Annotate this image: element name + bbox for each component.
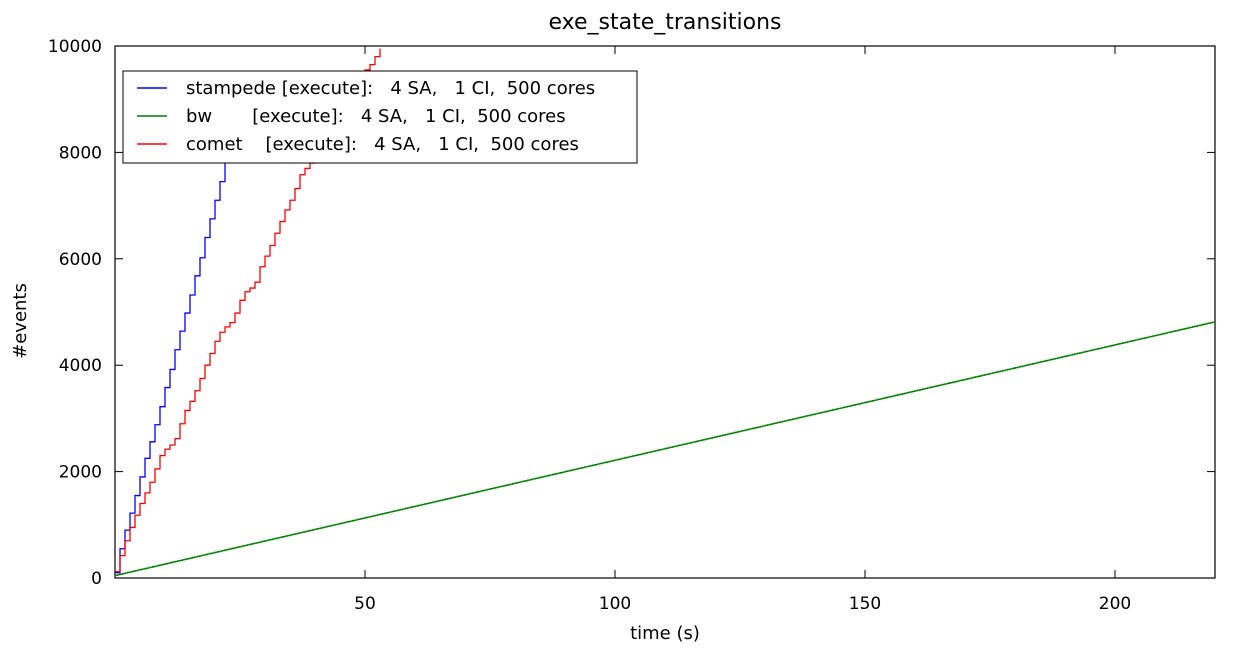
x-tick-label: 100: [599, 594, 631, 614]
y-tick-label: 4000: [59, 356, 102, 376]
y-axis-label: #events: [10, 283, 31, 359]
legend-box: [122, 70, 638, 164]
legend: stampede [execute]: 4 SA, 1 CI, 500 core…: [122, 70, 638, 164]
x-axis-label: time (s): [630, 623, 700, 644]
plot-area-frame: [114, 45, 1216, 579]
legend-entry-0: stampede [execute]: 4 SA, 1 CI, 500 core…: [186, 78, 595, 99]
x-tick-label: 200: [1099, 594, 1131, 614]
x-tick-label: 50: [354, 594, 376, 614]
series-line-1: [115, 321, 1215, 576]
series-line-0: [115, 163, 226, 574]
x-axis: 50 100 150 200: [354, 46, 1131, 614]
y-tick-label: 2000: [59, 463, 102, 483]
legend-entry-1: bw [execute]: 4 SA, 1 CI, 500 cores: [186, 106, 566, 127]
legend-entry-2: comet [execute]: 4 SA, 1 CI, 500 cores: [186, 134, 579, 155]
y-axis: 0 2000 4000 6000 8000 10000: [48, 37, 1215, 589]
y-tick-label: 6000: [59, 250, 102, 270]
x-tick-label: 150: [849, 594, 881, 614]
chart-title: exe_state_transitions: [548, 10, 781, 35]
y-tick-label: 8000: [59, 143, 102, 163]
y-tick-label: 10000: [48, 37, 102, 57]
y-tick-label: 0: [91, 569, 102, 589]
